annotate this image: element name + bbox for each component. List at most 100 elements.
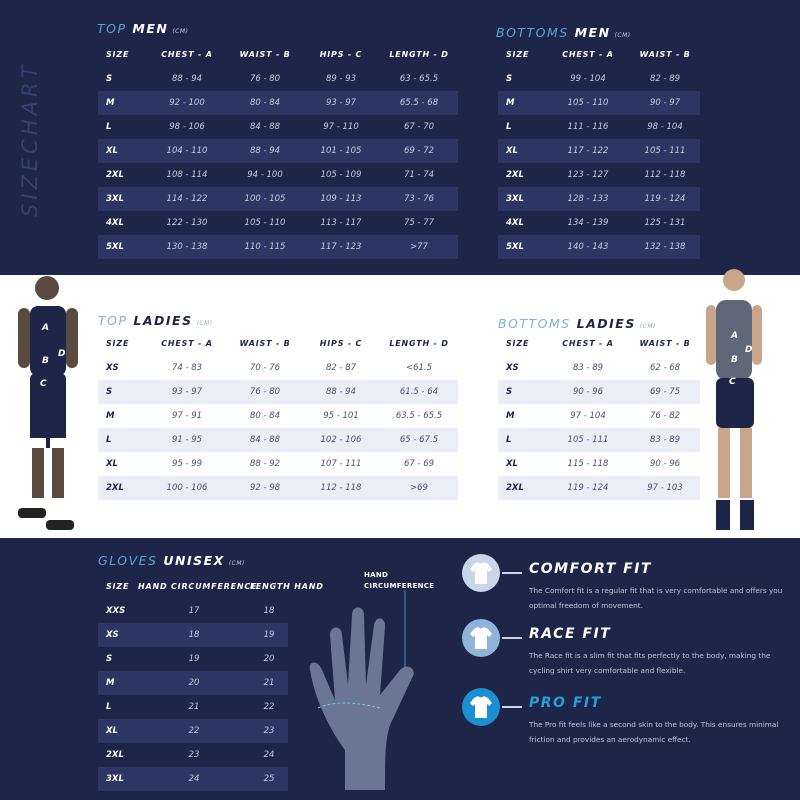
value-cell: 105 - 110: [244, 218, 286, 228]
size-cell: XS: [506, 363, 519, 373]
fit-description: The Pro fit feels like a second skin to …: [529, 720, 779, 744]
value-cell: 95 - 99: [171, 459, 203, 469]
value-cell: 65 - 67.5: [399, 435, 439, 445]
size-cell: 2XL: [106, 483, 124, 493]
size-cell: 5XL: [106, 242, 124, 252]
table-row: L 21 22: [98, 695, 288, 719]
table-row: M 20 21: [98, 671, 288, 695]
value-cell: <61.5: [405, 363, 433, 373]
column-header: SIZE: [506, 49, 530, 59]
size-cell: L: [106, 435, 112, 445]
size-cell: XXS: [106, 606, 126, 616]
hand-illustration: [309, 590, 414, 790]
value-cell: 105 - 111: [644, 146, 686, 156]
measure-label-d: D: [745, 345, 753, 355]
value-cell: 71 - 74: [403, 170, 435, 180]
value-cell: 69 - 75: [649, 387, 681, 397]
table-row: 2XL 119 - 124 97 - 103: [498, 476, 700, 500]
value-cell: 105 - 111: [567, 435, 609, 445]
size-cell: S: [106, 654, 113, 664]
value-cell: 140 - 143: [567, 242, 609, 252]
value-cell: 80 - 84: [249, 411, 281, 421]
column-header: LENGTH HAND: [250, 581, 324, 591]
value-cell: 130 - 138: [166, 242, 208, 252]
table-row: S 99 - 104 82 - 89: [498, 67, 700, 91]
column-header: WAIST - B: [639, 49, 691, 59]
divider: [502, 706, 522, 708]
value-cell: 108 - 114: [166, 170, 208, 180]
size-cell: L: [506, 435, 512, 445]
shirt-icon: [462, 688, 500, 726]
value-cell: 63 - 65.5: [399, 74, 439, 84]
value-cell: 117 - 123: [320, 242, 362, 252]
table-header: SIZE CHEST - A WAIST - B HIPS - C LENGTH - D: [98, 330, 458, 356]
value-cell: 69 - 72: [403, 146, 435, 156]
divider: [502, 572, 522, 574]
size-cell: XL: [106, 459, 118, 469]
value-cell: 20: [263, 654, 275, 664]
value-cell: 82 - 87: [325, 363, 357, 373]
value-cell: 76 - 82: [649, 411, 681, 421]
table-row: M 92 - 100 80 - 84 93 - 97 65.5 - 68: [98, 91, 458, 115]
size-cell: 2XL: [106, 750, 124, 760]
measure-label-c: C: [40, 379, 47, 389]
value-cell: 97 - 104: [570, 411, 606, 421]
top-men-table: SIZE CHEST - A WAIST - B HIPS - C LENGTH - D…: [98, 41, 458, 259]
size-cell: 2XL: [506, 483, 524, 493]
value-cell: 93 - 97: [325, 98, 357, 108]
table-row: 3XL 24 25: [98, 767, 288, 791]
size-cell: 5XL: [506, 242, 524, 252]
column-header: CHEST - A: [161, 49, 213, 59]
bottoms-ladies-table: SIZE CHEST - A WAIST - B XS 83 - 89 62 - 68 S 9…: [498, 330, 700, 500]
column-header: CHEST - A: [161, 338, 213, 348]
size-cell: L: [106, 122, 112, 132]
table-header: SIZE CHEST - A WAIST - B: [498, 41, 700, 67]
value-cell: 88 - 94: [171, 74, 203, 84]
value-cell: 114 - 122: [166, 194, 208, 204]
value-cell: 93 - 97: [171, 387, 203, 397]
value-cell: 88 - 94: [325, 387, 357, 397]
value-cell: 134 - 139: [567, 218, 609, 228]
value-cell: >77: [410, 242, 428, 252]
shirt-icon: [462, 619, 500, 657]
divider: [502, 637, 522, 639]
table-header: SIZE CHEST - A WAIST - B HIPS - C LENGTH - D: [98, 41, 458, 67]
value-cell: 67 - 70: [403, 122, 435, 132]
top-ladies-title: TOP LADIES (CM): [98, 313, 213, 328]
value-cell: 100 - 106: [166, 483, 208, 493]
value-cell: 80 - 84: [249, 98, 281, 108]
value-cell: 74 - 83: [171, 363, 203, 373]
value-cell: 132 - 138: [644, 242, 686, 252]
size-cell: XL: [106, 726, 118, 736]
value-cell: 63.5 - 65.5: [395, 411, 443, 421]
value-cell: 90 - 96: [572, 387, 604, 397]
size-cell: 3XL: [506, 194, 524, 204]
table-row: S 88 - 94 76 - 80 89 - 93 63 - 65.5: [98, 67, 458, 91]
column-header: WAIST - B: [639, 338, 691, 348]
table-row: S 90 - 96 69 - 75: [498, 380, 700, 404]
measure-label-a: A: [730, 331, 738, 341]
table-row: S 93 - 97 76 - 80 88 - 94 61.5 - 64: [98, 380, 458, 404]
table-row: 3XL 128 - 133 119 - 124: [498, 187, 700, 211]
value-cell: 22: [263, 702, 275, 712]
value-cell: 105 - 110: [567, 98, 609, 108]
size-cell: L: [106, 702, 112, 712]
value-cell: 99 - 104: [570, 74, 606, 84]
size-cell: 3XL: [106, 194, 124, 204]
value-cell: 101 - 105: [320, 146, 362, 156]
value-cell: 21: [188, 702, 200, 712]
gloves-table: SIZE HAND CIRCUMFERENCE LENGTH HAND XXS 17 18…: [98, 573, 324, 791]
value-cell: 23: [188, 750, 200, 760]
value-cell: 62 - 68: [649, 363, 681, 373]
value-cell: 70 - 76: [249, 363, 281, 373]
gloves-fit-section: [0, 538, 800, 800]
value-cell: 98 - 104: [647, 122, 683, 132]
value-cell: 23: [263, 726, 275, 736]
value-cell: 76 - 80: [249, 74, 281, 84]
value-cell: 110 - 115: [244, 242, 286, 252]
column-header: LENGTH - D: [389, 49, 449, 59]
value-cell: 76 - 80: [249, 387, 281, 397]
top-ladies-table: SIZE CHEST - A WAIST - B HIPS - C LENGTH - D…: [98, 330, 458, 500]
value-cell: 83 - 89: [572, 363, 604, 373]
value-cell: 91 - 95: [171, 435, 203, 445]
